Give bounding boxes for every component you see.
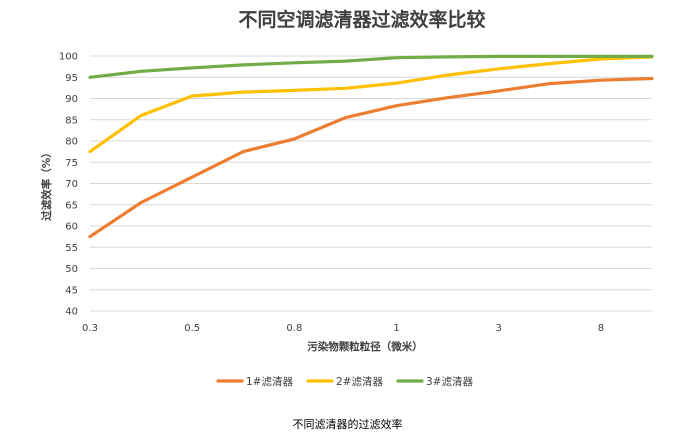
figure-caption: 不同滤清器的过滤效率 — [292, 418, 403, 431]
y-tick-label: 55 — [65, 243, 78, 254]
y-tick-label: 60 — [65, 222, 78, 233]
legend-label: 2#滤清器 — [336, 375, 383, 388]
x-tick-label: 0.3 — [82, 323, 98, 334]
series-line — [88, 76, 654, 239]
y-tick-label: 90 — [65, 94, 78, 105]
x-tick-label: 0.5 — [184, 323, 200, 334]
y-tick-label: 80 — [65, 137, 78, 148]
x-tick-label: 1 — [393, 323, 399, 334]
y-tick-label: 70 — [65, 179, 78, 190]
x-axis-ticks: 0.3 0.5 0.8 1 3 8 — [82, 323, 604, 334]
y-tick-label: 75 — [65, 158, 78, 169]
legend-label: 1#滤清器 — [246, 375, 293, 388]
chart-figure: 不同空调滤清器过滤效率比较 40455055606570758085909510… — [40, 8, 654, 388]
series-line — [88, 54, 654, 79]
chart-title: 不同空调滤清器过滤效率比较 — [238, 8, 485, 31]
y-tick-label: 65 — [65, 200, 78, 211]
x-tick-label: 8 — [598, 323, 604, 334]
legend-label: 3#滤清器 — [426, 375, 473, 388]
y-tick-label: 45 — [65, 285, 78, 296]
x-tick-label: 0.8 — [286, 323, 302, 334]
gridlines — [90, 55, 652, 312]
y-tick-label: 100 — [59, 52, 78, 63]
y-tick-label: 95 — [65, 73, 78, 84]
x-axis-title: 污染物颗粒粒径（微米） — [307, 340, 423, 353]
legend: 1#滤清器 2#滤清器 3#滤清器 — [216, 375, 473, 388]
y-tick-label: 85 — [65, 115, 78, 126]
series-line — [88, 55, 654, 154]
y-tick-label: 50 — [65, 264, 78, 275]
y-axis-ticks: 40 45 50 55 60 65 70 75 80 85 90 95 100 — [59, 52, 78, 318]
y-tick-label: 40 — [65, 307, 78, 318]
x-tick-label: 3 — [496, 323, 502, 334]
y-axis-title: 过滤效率（%） — [40, 147, 53, 221]
series-lines — [88, 54, 654, 239]
